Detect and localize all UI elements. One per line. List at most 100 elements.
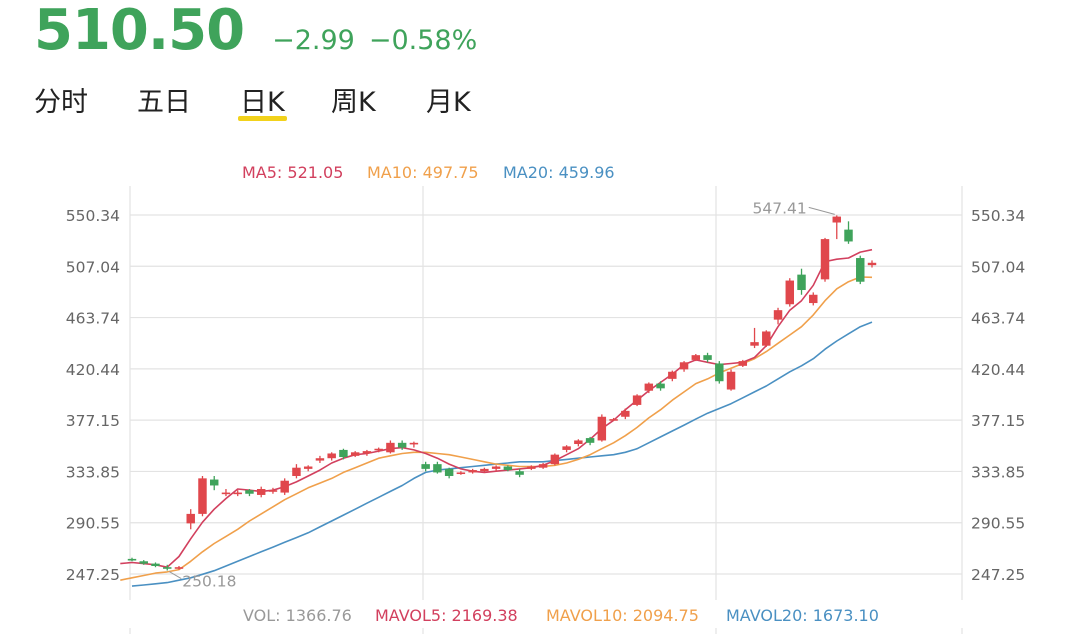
y-tick-right-5: 333.85 (971, 463, 1025, 481)
y-tick-left-5: 333.85 (66, 463, 120, 481)
candle-body-3 (163, 567, 172, 569)
tab-daily-k[interactable]: 日K (238, 80, 287, 121)
y-tick-left-0: 550.34 (66, 207, 120, 225)
current-price: 510.50 (34, 0, 245, 63)
price-change: −2.99 (272, 25, 355, 56)
candle-body-31 (491, 466, 501, 469)
quote-header: 510.50 −2.99 −0.58% (34, 0, 477, 62)
legend-mavol20: MAVOL20: 1673.10 (726, 606, 879, 625)
candle-body-32 (503, 466, 513, 471)
candle-body-46 (668, 371, 677, 379)
candle-body-10 (245, 490, 254, 494)
candle-body-60 (832, 216, 841, 223)
candle-body-56 (785, 280, 795, 305)
low-annotation-label: 250.18 (182, 573, 236, 591)
legend-ma20: MA20: 459.96 (503, 163, 615, 182)
candle-body-27 (444, 468, 454, 476)
candle-body-20 (362, 451, 372, 454)
y-tick-left-6: 290.55 (66, 515, 120, 533)
y-tick-left-2: 463.74 (66, 310, 120, 328)
candle-body-35 (538, 464, 548, 468)
candle-body-59 (820, 239, 830, 280)
tab-minute[interactable]: 分时 (34, 87, 88, 118)
candle-body-5 (186, 513, 195, 524)
candle-body-0 (127, 558, 137, 561)
legend-ma5: MA5: 521.05 (242, 163, 344, 182)
candle-body-29 (468, 470, 477, 473)
candle-body-54 (762, 331, 771, 346)
candle-body-57 (797, 274, 806, 291)
tab-monthly-k[interactable]: 月K (426, 87, 471, 118)
candle-body-62 (856, 258, 865, 282)
y-tick-left-7: 247.25 (66, 566, 120, 584)
candle-body-16 (315, 458, 325, 461)
candle-body-61 (844, 229, 853, 242)
y-tick-right-1: 507.04 (971, 258, 1025, 276)
candle-body-11 (256, 489, 266, 495)
candle-body-25 (421, 464, 430, 469)
y-tick-right-7: 247.25 (971, 566, 1025, 584)
candle-body-6 (198, 478, 207, 514)
candle-body-50 (715, 363, 724, 382)
y-tick-right-3: 420.44 (971, 361, 1025, 379)
candle-body-22 (386, 442, 395, 453)
legend-mavol10: MAVOL10: 2094.75 (546, 606, 699, 625)
candle-body-40 (597, 416, 607, 441)
tab-five-day[interactable]: 五日 (137, 87, 191, 118)
ma5-line (120, 248, 873, 569)
candle-body-13 (280, 480, 289, 493)
candle-body-21 (374, 448, 383, 451)
candle-body-23 (397, 442, 407, 448)
candle-body-45 (656, 383, 665, 389)
y-tick-left-3: 420.44 (66, 361, 120, 379)
candle-body-2 (151, 563, 160, 567)
y-tick-right-6: 290.55 (971, 515, 1025, 533)
candle-body-49 (703, 355, 712, 360)
y-tick-right-0: 550.34 (971, 207, 1025, 225)
candle-body-42 (621, 410, 630, 417)
candle-body-63 (867, 262, 877, 266)
ma20-line (131, 321, 873, 587)
candle-body-38 (574, 440, 583, 445)
candle-body-39 (585, 438, 595, 443)
price-change-percent: −0.58% (368, 25, 478, 56)
high-annotation-line (808, 206, 835, 215)
candle-body-36 (550, 454, 560, 465)
candle-body-9 (233, 492, 242, 495)
candle-body-47 (679, 362, 689, 370)
candle-body-48 (691, 355, 701, 360)
y-tick-left-1: 507.04 (66, 258, 120, 276)
candle-body-17 (327, 453, 336, 459)
candle-body-53 (750, 342, 759, 346)
low-annotation-line (168, 571, 182, 579)
y-tick-right-2: 463.74 (971, 310, 1025, 328)
tab-weekly-k[interactable]: 周K (331, 87, 376, 118)
high-annotation-label: 547.41 (753, 199, 807, 217)
candle-body-41 (609, 419, 618, 421)
y-tick-right-4: 377.15 (971, 412, 1025, 430)
candle-body-44 (644, 383, 654, 391)
legend-vol: VOL: 1366.76 (243, 606, 352, 625)
candle-body-8 (221, 492, 231, 495)
candle-body-55 (773, 310, 783, 320)
legend-mavol5: MAVOL5: 2169.38 (375, 606, 518, 625)
candle-body-12 (268, 490, 278, 492)
candle-body-18 (339, 449, 348, 458)
legend-ma10: MA10: 497.75 (367, 163, 479, 182)
candle-body-30 (480, 468, 489, 472)
candle-body-1 (139, 561, 148, 564)
candle-body-28 (456, 472, 466, 475)
candle-body-24 (409, 442, 419, 445)
candle-body-33 (515, 471, 524, 475)
candle-body-52 (738, 361, 748, 366)
candle-body-37 (562, 446, 571, 450)
candle-body-15 (303, 466, 313, 469)
candle-body-26 (433, 464, 442, 473)
candle-body-14 (292, 467, 301, 476)
candle-body-19 (350, 452, 360, 456)
ma10-line (120, 276, 873, 581)
candle-body-51 (726, 371, 736, 390)
candle-body-58 (809, 294, 818, 304)
candle-body-7 (209, 479, 219, 486)
